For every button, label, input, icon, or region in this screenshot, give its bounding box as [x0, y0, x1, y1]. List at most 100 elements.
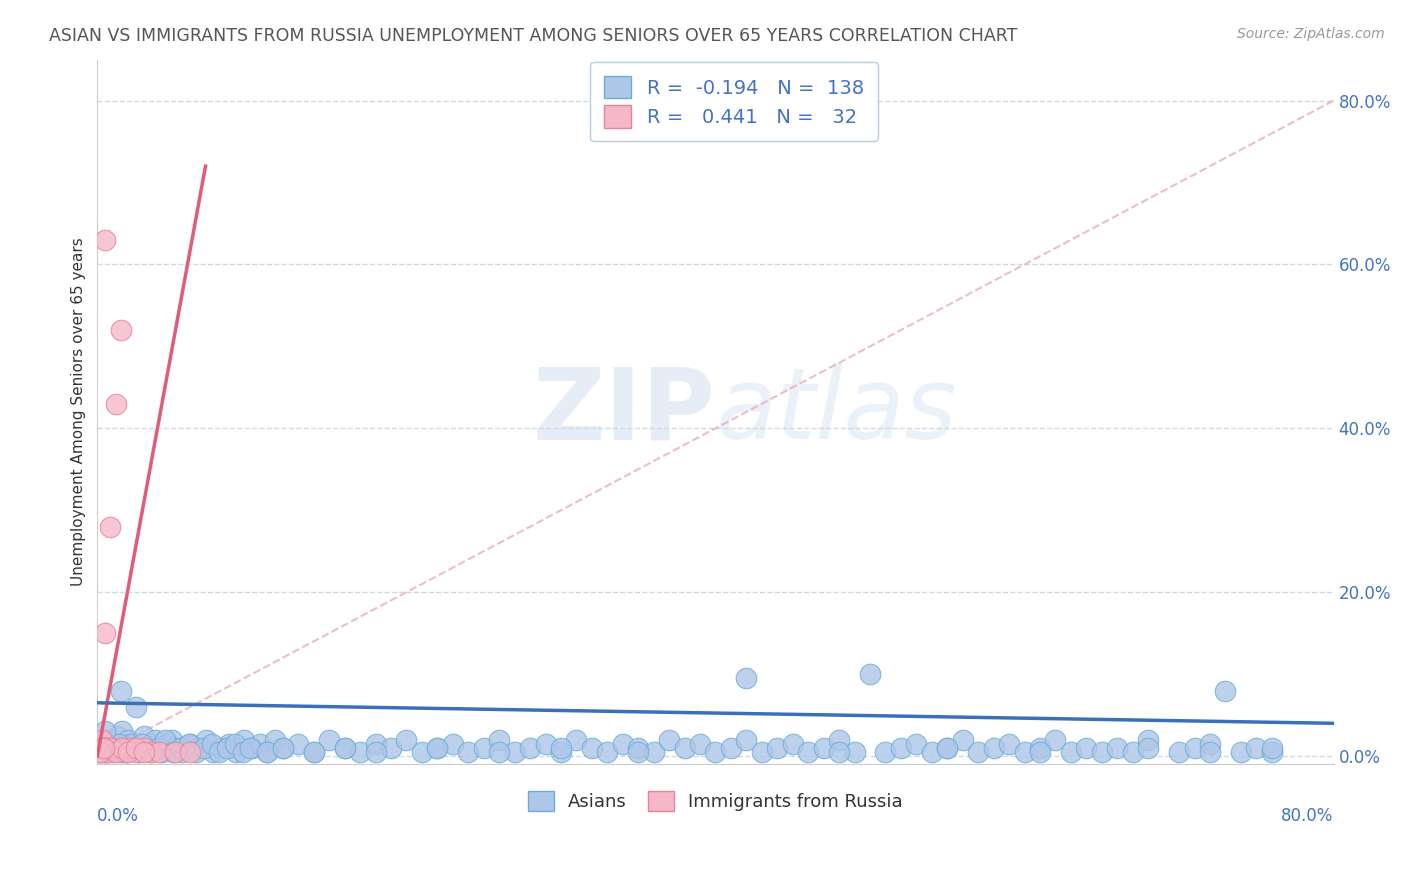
Legend: Asians, Immigrants from Russia: Asians, Immigrants from Russia [522, 783, 910, 819]
Point [1230, 745, 1253, 759]
Point [782, 737, 804, 751]
Point [202, 745, 225, 759]
Point [967, 745, 990, 759]
Text: 0.0%: 0.0% [97, 806, 139, 824]
Point [146, 740, 169, 755]
Point [96, 740, 118, 755]
Y-axis label: Unemployment Among Seniors over 65 years: Unemployment Among Seniors over 65 years [72, 237, 86, 586]
Point [287, 737, 309, 751]
Point [135, 740, 157, 755]
Point [1122, 745, 1144, 759]
Point [627, 740, 650, 755]
Point [148, 740, 170, 755]
Point [797, 745, 820, 759]
Point [550, 740, 572, 755]
Point [643, 745, 665, 759]
Point [998, 737, 1021, 751]
Point [89, 745, 111, 759]
Point [156, 737, 179, 751]
Point [91, 740, 114, 755]
Point [97, 745, 120, 759]
Point [110, 745, 132, 759]
Point [318, 732, 340, 747]
Point [93, 740, 115, 755]
Point [208, 745, 231, 759]
Point [125, 745, 148, 759]
Point [271, 740, 294, 755]
Point [163, 745, 186, 759]
Point [457, 745, 479, 759]
Point [936, 740, 959, 755]
Point [117, 732, 139, 747]
Point [1215, 683, 1237, 698]
Point [194, 732, 217, 747]
Point [94, 745, 117, 759]
Point [91, 732, 114, 747]
Point [1091, 745, 1114, 759]
Point [302, 745, 325, 759]
Point [735, 671, 758, 685]
Point [187, 740, 209, 755]
Point [349, 745, 371, 759]
Point [111, 724, 134, 739]
Point [104, 745, 127, 759]
Point [1045, 732, 1067, 747]
Point [1060, 745, 1083, 759]
Point [503, 745, 526, 759]
Point [983, 740, 1005, 755]
Text: atlas: atlas [716, 363, 957, 460]
Point [936, 740, 959, 755]
Point [98, 519, 121, 533]
Point [163, 740, 186, 755]
Point [115, 745, 138, 759]
Point [104, 740, 127, 755]
Point [193, 740, 215, 755]
Text: Source: ZipAtlas.com: Source: ZipAtlas.com [1237, 27, 1385, 41]
Point [132, 745, 155, 759]
Point [519, 740, 541, 755]
Point [172, 745, 194, 759]
Point [111, 740, 134, 755]
Point [1137, 732, 1160, 747]
Point [143, 732, 166, 747]
Point [150, 745, 173, 759]
Point [1107, 740, 1129, 755]
Point [766, 740, 789, 755]
Point [101, 745, 124, 759]
Point [1199, 737, 1222, 751]
Point [125, 740, 148, 755]
Point [596, 745, 619, 759]
Point [813, 740, 835, 755]
Point [828, 732, 851, 747]
Point [94, 724, 117, 739]
Point [225, 745, 247, 759]
Point [720, 740, 742, 755]
Point [131, 737, 153, 751]
Point [124, 740, 146, 755]
Point [472, 740, 495, 755]
Point [380, 740, 402, 755]
Point [333, 740, 356, 755]
Point [114, 740, 136, 755]
Point [689, 737, 711, 751]
Point [104, 397, 127, 411]
Point [1184, 740, 1206, 755]
Point [125, 740, 148, 755]
Point [139, 745, 162, 759]
Point [148, 745, 170, 759]
Point [233, 732, 256, 747]
Point [488, 732, 510, 747]
Point [125, 700, 148, 714]
Point [110, 683, 132, 698]
Point [94, 626, 117, 640]
Point [581, 740, 603, 755]
Point [364, 745, 387, 759]
Point [110, 323, 132, 337]
Point [218, 737, 240, 751]
Point [1137, 740, 1160, 755]
Point [658, 732, 681, 747]
Point [93, 745, 115, 759]
Point [1029, 740, 1052, 755]
Point [100, 740, 122, 755]
Point [100, 740, 122, 755]
